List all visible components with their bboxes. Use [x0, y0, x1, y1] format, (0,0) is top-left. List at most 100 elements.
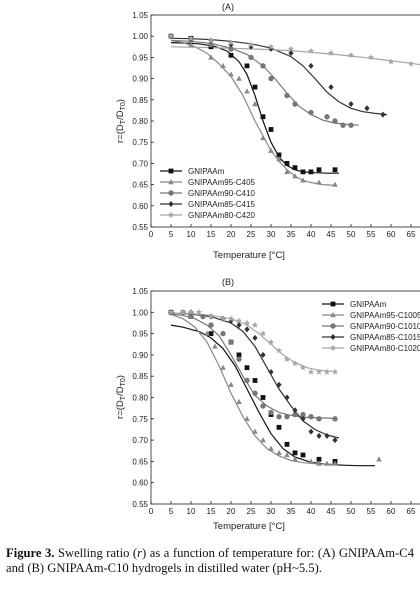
data-point	[236, 322, 242, 329]
data-point	[200, 313, 206, 320]
data-point	[316, 167, 322, 173]
legend-entry-label: GNIPAAm80-C420	[188, 211, 256, 220]
data-point	[308, 428, 314, 435]
data-point	[260, 351, 266, 358]
data-point	[244, 365, 250, 371]
x-tick-label: 5	[169, 230, 174, 239]
y-tick-label: 0.55	[132, 500, 148, 509]
data-point	[284, 452, 290, 458]
data-point	[316, 179, 322, 185]
data-point	[300, 415, 306, 422]
data-point	[252, 334, 258, 341]
y-tick-label: 0.75	[132, 415, 148, 424]
legend-marker	[168, 190, 174, 196]
x-tick-label: 15	[207, 230, 216, 239]
data-point	[207, 37, 215, 44]
data-point	[260, 437, 266, 443]
data-point	[167, 32, 175, 39]
data-point	[268, 409, 274, 416]
data-point	[316, 460, 322, 466]
data-point	[364, 105, 370, 112]
chart-b-fit-lines	[170, 312, 375, 467]
chart-a-y-ticks: 0.55 0.60 0.65 0.70 0.75 0.80 0.85 0.90 0.95 1.00…	[132, 11, 154, 232]
x-tick-label: 0	[149, 507, 154, 516]
y-tick-label: 0.95	[132, 330, 148, 339]
data-point	[268, 75, 274, 82]
data-point	[327, 49, 335, 56]
caption-text-after: ) as a function of temperature for: (A) …	[6, 546, 414, 575]
data-point	[244, 377, 250, 384]
data-point	[260, 395, 266, 400]
data-point	[247, 41, 255, 48]
y-tick-label: 0.55	[132, 223, 148, 232]
data-point	[228, 52, 234, 58]
data-point	[284, 168, 290, 175]
legend-marker	[167, 211, 175, 218]
data-point	[188, 41, 194, 47]
x-tick-label: 5	[169, 507, 174, 516]
data-point	[332, 118, 338, 124]
y-tick-label: 0.70	[132, 436, 148, 445]
data-point	[316, 432, 322, 439]
chart-b-legend: GNIPAAm GNIPAAm95-C1005 GNIPAAm90-C1010 GNI…	[322, 300, 420, 353]
y-tick-label: 0.80	[132, 117, 148, 126]
data-point	[260, 403, 266, 409]
data-point	[332, 460, 338, 466]
data-point	[220, 62, 226, 69]
data-point	[208, 41, 214, 48]
x-tick-label: 45	[327, 507, 336, 516]
x-tick-label: 65	[407, 230, 416, 239]
data-point	[299, 364, 307, 371]
data-point	[276, 424, 282, 430]
data-point	[243, 319, 251, 326]
data-point	[288, 50, 294, 57]
x-tick-label: 40	[307, 507, 316, 516]
caption-text-before: Swelling ratio (	[57, 546, 138, 560]
data-point	[179, 308, 187, 316]
x-tick-label: 25	[247, 230, 256, 239]
data-point	[283, 355, 291, 362]
data-point	[228, 381, 234, 387]
legend-entry-label: GNIPAAm95-C405	[188, 178, 256, 187]
data-point	[292, 450, 298, 456]
data-point	[316, 456, 322, 462]
data-point	[331, 368, 339, 375]
data-point	[284, 394, 290, 401]
data-point	[208, 54, 214, 60]
data-point	[276, 152, 282, 158]
data-point	[292, 407, 298, 414]
x-tick-label: 0	[149, 230, 154, 239]
fit-line-0	[170, 42, 339, 174]
x-tick-label: 20	[227, 507, 236, 516]
x-tick-label: 55	[367, 507, 376, 516]
data-point	[267, 338, 275, 345]
data-point	[268, 368, 274, 375]
x-tick-label: 10	[187, 507, 196, 516]
chart-a-x-axis-label: Temperature [°C]	[213, 250, 285, 261]
data-point	[300, 411, 306, 418]
y-tick-label: 1.00	[132, 308, 148, 317]
x-tick-label: 50	[347, 230, 356, 239]
data-point	[292, 101, 298, 107]
chart-b-y-axis-label: r=(DT/DT0)	[115, 375, 127, 419]
x-tick-label: 60	[387, 507, 396, 516]
data-point	[284, 92, 290, 99]
data-point	[167, 308, 175, 316]
data-point	[187, 308, 195, 316]
legend-entry-label: GNIPAAm90-C1010	[350, 322, 420, 331]
data-point	[348, 101, 354, 108]
data-point	[252, 378, 258, 383]
legend-entry-label: GNIPAAm80-C1020	[350, 344, 420, 353]
data-point	[228, 339, 234, 345]
chart-a-fit-lines	[170, 37, 420, 186]
data-point	[276, 449, 282, 456]
y-tick-label: 0.85	[132, 372, 148, 381]
caption-label: Figure 3.	[6, 546, 55, 560]
data-point	[268, 127, 274, 132]
chart-b-x-ticks: 05101520253035404550556065707580	[149, 501, 416, 516]
data-point	[187, 34, 195, 42]
data-point	[236, 352, 242, 358]
data-point	[244, 415, 250, 421]
data-point	[292, 165, 298, 171]
y-tick-label: 0.75	[132, 138, 148, 147]
